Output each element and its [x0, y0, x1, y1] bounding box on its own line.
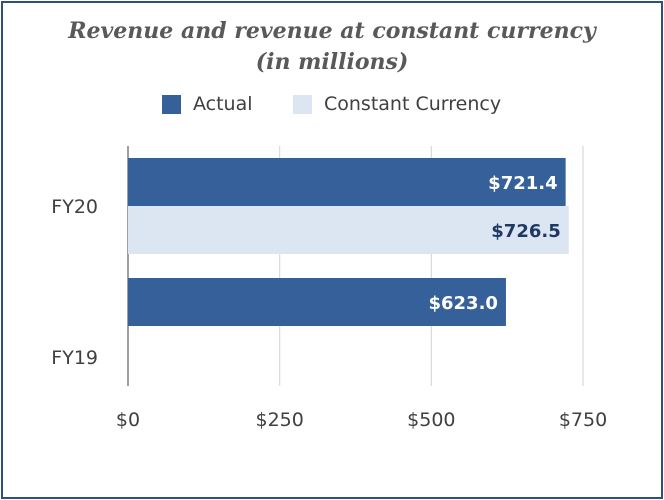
bar-fy20-constant-currency: [128, 206, 569, 254]
chart-title-line2: (in millions): [255, 49, 409, 75]
chart-title: Revenue and revenue at constant currency…: [0, 16, 664, 78]
x-tick-label-500: $500: [407, 409, 455, 431]
chart-title-line1: Revenue and revenue at constant currency: [68, 18, 596, 44]
legend-swatch-constant-currency: [293, 94, 312, 114]
x-tick-label-250: $250: [255, 409, 303, 431]
chart-legend: Actual Constant Currency: [0, 90, 664, 118]
legend-label-constant-currency: Constant Currency: [324, 93, 502, 115]
category-label-fy20: FY20: [51, 196, 98, 218]
data-label-fy20-constant-currency: $726.5: [491, 221, 560, 242]
legend-swatch-actual: [162, 94, 181, 114]
bar-fy20-actual: [128, 158, 566, 206]
bar-fy19-actual: [128, 278, 506, 326]
data-label-fy19-actual: $623.0: [428, 293, 497, 314]
legend-item-actual: Actual: [162, 90, 253, 118]
legend-item-constant-currency: Constant Currency: [293, 90, 501, 118]
legend-label-actual: Actual: [193, 93, 253, 115]
x-tick-label-750: $750: [559, 409, 607, 431]
category-label-fy19: FY19: [51, 347, 98, 369]
x-tick-label-0: $0: [116, 409, 140, 431]
data-label-fy20-actual: $721.4: [488, 173, 557, 194]
